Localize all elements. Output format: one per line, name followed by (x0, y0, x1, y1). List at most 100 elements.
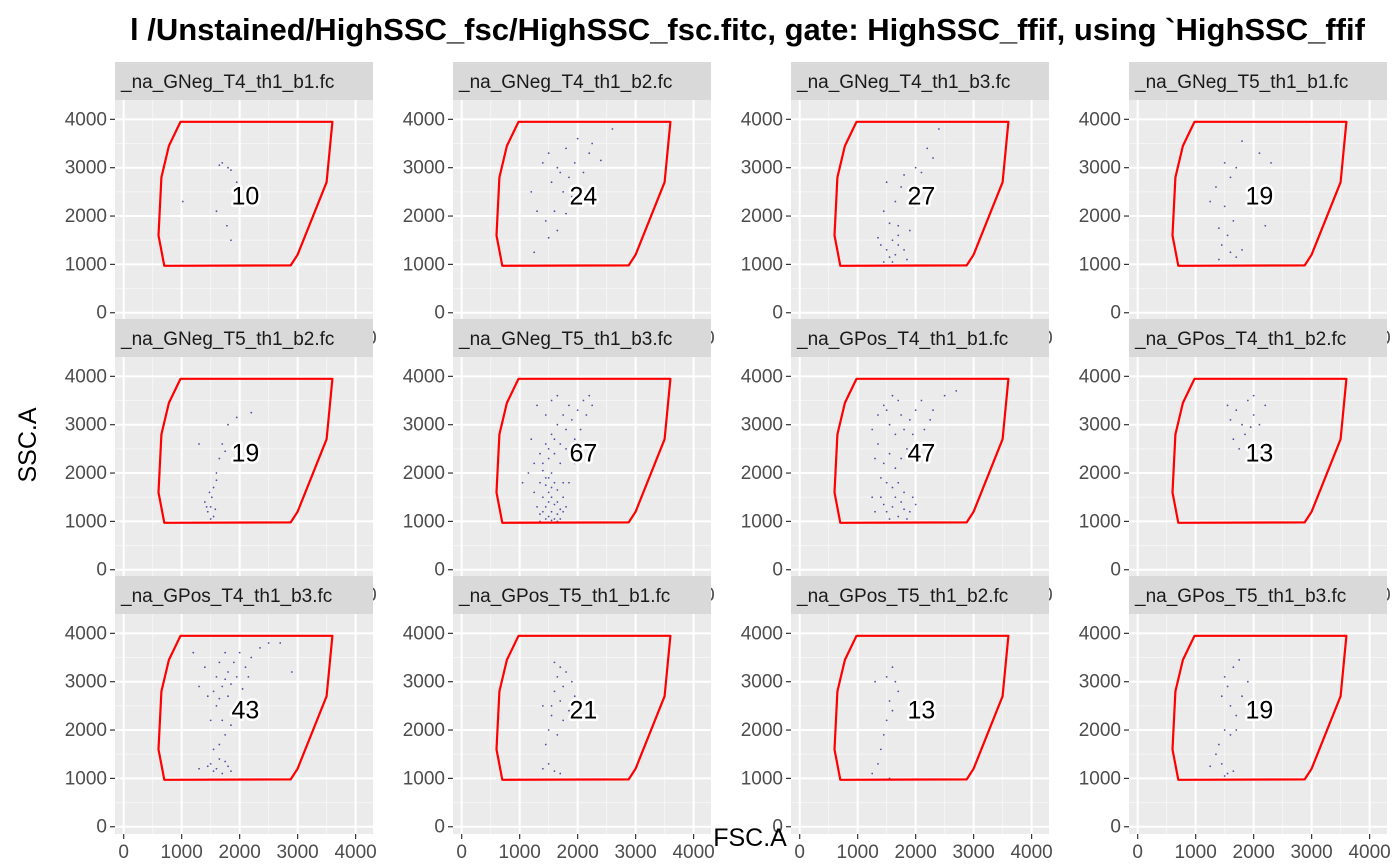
data-point (1232, 770, 1235, 773)
data-point (929, 418, 932, 421)
x-tick-label: 2000 (895, 842, 937, 863)
strip-label: _na_GPos_T4_th1_b2.fc (1134, 329, 1346, 350)
data-point (212, 690, 215, 693)
data-point (227, 671, 229, 673)
data-point (279, 642, 282, 644)
y-tick-label: 2000 (65, 206, 107, 227)
gate-polygon (1171, 634, 1348, 781)
data-point (544, 219, 547, 222)
data-point (891, 394, 894, 397)
data-point (908, 418, 911, 421)
count-label: 10 (232, 183, 260, 211)
strip-label: _na_GNeg_T4_th1_b3.fc (796, 72, 1010, 93)
data-point (891, 666, 894, 669)
count-label: 67 (570, 440, 598, 468)
y-tick-label: 0 (434, 303, 445, 324)
data-point (232, 190, 235, 193)
data-point (244, 666, 247, 669)
count-label: 47 (908, 440, 936, 468)
data-point (230, 724, 232, 727)
gate-polygon (833, 120, 1010, 267)
y-tick-label: 0 (434, 560, 445, 581)
gate-polygon (1171, 377, 1348, 524)
y-tick-label: 1000 (65, 254, 107, 275)
data-point (556, 229, 559, 232)
data-point (573, 695, 576, 698)
data-point (911, 433, 914, 436)
y-tick-label: 4000 (65, 623, 107, 644)
data-point (227, 765, 229, 768)
data-point (250, 656, 253, 659)
y-tick-label: 0 (772, 560, 783, 581)
data-point (568, 709, 570, 712)
data-point (533, 491, 536, 494)
y-tick-label: 3000 (65, 415, 107, 436)
data-point (885, 248, 888, 251)
strip-background (115, 319, 373, 357)
data-point (559, 443, 562, 445)
data-point (556, 394, 559, 397)
count-label-halo: 13 (1246, 440, 1274, 468)
data-point (576, 409, 579, 412)
data-point (879, 496, 882, 499)
data-point (533, 251, 536, 254)
data-point (882, 404, 885, 407)
gate-polygon (1171, 120, 1348, 267)
data-point (897, 234, 900, 237)
count-label-halo: 47 (908, 440, 936, 468)
count-label-halo: 27 (908, 183, 936, 211)
data-point (955, 389, 958, 392)
count-label: 19 (1246, 183, 1274, 211)
count-label: 13 (908, 697, 936, 725)
data-point (536, 404, 538, 407)
x-tick-label: 3000 (952, 842, 994, 863)
data-point (1235, 166, 1238, 169)
y-tick-label: 1000 (1079, 254, 1121, 275)
data-point (198, 443, 200, 445)
data-point (891, 261, 894, 263)
data-point (553, 518, 556, 520)
data-point (192, 651, 195, 654)
data-point (224, 450, 227, 453)
data-point (539, 513, 541, 516)
data-point (227, 423, 229, 426)
data-point (900, 501, 903, 503)
data-point (1229, 251, 1232, 254)
data-point (943, 394, 946, 397)
data-point (877, 236, 879, 239)
y-tick-label: 1000 (403, 511, 445, 532)
strip-background (1129, 319, 1387, 357)
data-point (559, 462, 562, 465)
data-point (871, 428, 874, 431)
data-point (1226, 772, 1229, 775)
data-point (903, 491, 905, 494)
data-point (215, 675, 218, 678)
data-point (203, 501, 206, 503)
count-label: 24 (570, 183, 598, 211)
data-point (290, 671, 293, 673)
y-tick-label: 2000 (741, 720, 783, 741)
data-point (1238, 659, 1241, 661)
data-point (530, 438, 533, 441)
data-point (547, 447, 550, 450)
data-point (1232, 438, 1235, 441)
data-point (1217, 743, 1220, 746)
data-point (218, 164, 221, 167)
x-tick-label: 0 (1132, 842, 1143, 863)
strip-background (791, 62, 1049, 100)
data-point (547, 762, 550, 765)
data-point (553, 210, 556, 213)
data-point (547, 152, 550, 155)
data-point (544, 414, 547, 416)
y-tick-label: 0 (1110, 560, 1121, 581)
data-point (553, 503, 556, 506)
data-point (562, 496, 565, 499)
y-tick-label: 0 (434, 817, 445, 838)
y-tick-label: 4000 (1079, 623, 1121, 644)
data-point (215, 472, 218, 474)
data-point (521, 481, 524, 484)
y-tick-label: 3000 (65, 672, 107, 693)
data-point (1229, 733, 1232, 736)
y-tick-label: 2000 (1079, 206, 1121, 227)
data-point (879, 476, 882, 479)
